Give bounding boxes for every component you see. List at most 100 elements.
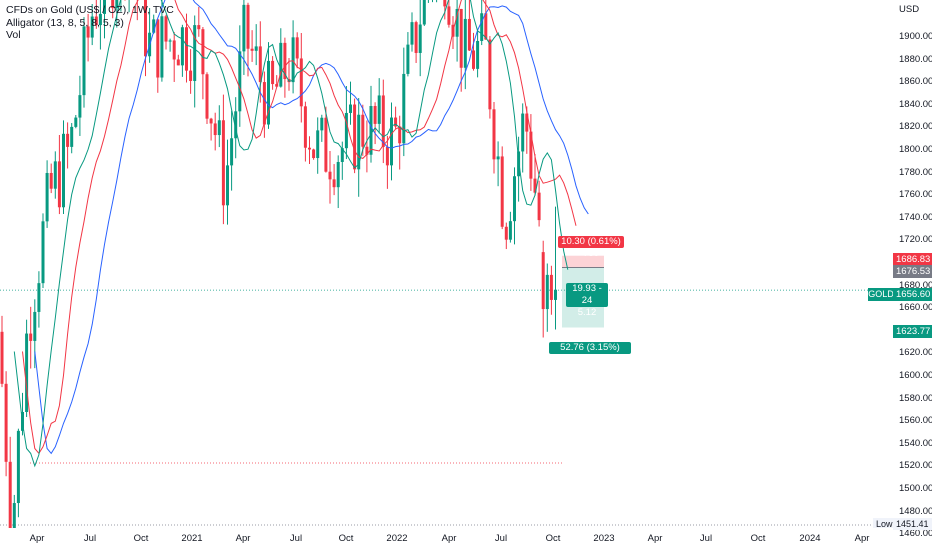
legend-title[interactable]: CFDs on Gold (US$ / OZ), 1W, TVC [6, 4, 174, 16]
price-tick: 1520.00 [899, 460, 932, 472]
candle-body [152, 19, 156, 33]
candle-body [508, 221, 512, 240]
price-tick: 1500.00 [899, 483, 932, 494]
time-axis[interactable]: Apr Jul Oct 2021 Apr Jul Oct 2022 Apr Jul Oct 2023 A… [0, 528, 893, 550]
candle-body [197, 25, 201, 30]
candle-body [299, 58, 303, 107]
price-tick: 1540.00 [899, 437, 932, 449]
time-tick: Oct [750, 533, 766, 544]
candle-body [361, 114, 365, 147]
stop-loss-label: 10.30 (0.61%) 750 [558, 236, 624, 259]
candle-body [357, 114, 361, 170]
candle-body [320, 117, 324, 131]
candle-body [238, 51, 242, 112]
candle-body [394, 117, 398, 127]
candle-body [185, 27, 188, 71]
candle-body [414, 22, 418, 53]
time-tick: 2024 [799, 533, 821, 544]
price-axis[interactable]: USD 1900.00 1880.00 1860.00 1840.00 1820.00 1… [893, 0, 932, 550]
time-tick: Apr [235, 533, 251, 544]
candle-body [324, 117, 328, 172]
time-tick: 2023 [593, 533, 615, 544]
price-tick: 1900.00 [899, 31, 932, 42]
legend-volume[interactable]: Vol [6, 29, 21, 41]
candle-body [115, 0, 119, 9]
price-tick: 1580.00 [899, 392, 932, 404]
risk-reward-label: 19.93 - 24 5.12 [566, 283, 608, 318]
price-tick: 1480.00 [899, 505, 932, 517]
candle-body [37, 283, 41, 312]
time-tick: Oct [545, 533, 561, 544]
candle-body [86, 26, 90, 38]
price-tick: 1620.00 [899, 347, 932, 359]
risk-reward-line2: 5.12 [577, 307, 597, 318]
candle-body [365, 146, 369, 155]
time-tick: 2022 [386, 533, 408, 544]
candle-body [193, 25, 197, 81]
candle-body [291, 37, 295, 83]
price-tick: 1600.00 [899, 370, 932, 381]
candle-body [267, 60, 270, 125]
candle-body [554, 289, 557, 300]
chart-pane[interactable]: CFDs on Gold (US$ / OZ), 1W, TVC Alligat… [0, 0, 893, 528]
candle-body [500, 156, 504, 227]
candle-body [336, 161, 340, 188]
stop-zone [562, 255, 604, 268]
candle-body [49, 172, 53, 189]
candle-body [504, 226, 508, 240]
candle-body [545, 274, 549, 310]
price-tick: 1780.00 [899, 166, 932, 178]
time-tick: Jul [494, 533, 508, 544]
current-price-label: 1656.60 [893, 288, 932, 301]
candle-body [283, 42, 287, 80]
candle-body [209, 118, 213, 124]
candle-body [57, 161, 61, 208]
candle-body [0, 331, 4, 384]
candle-body [549, 274, 553, 300]
target-price-label: 1623.77 [893, 325, 932, 338]
price-tick: 1800.00 [899, 144, 932, 155]
candle-body [398, 126, 402, 144]
legend: CFDs on Gold (US$ / OZ), 1W, TVC Alligat… [6, 4, 174, 42]
candle-body [467, 18, 471, 51]
candle-body [33, 311, 37, 341]
candle-body [16, 430, 20, 504]
candle-body [221, 120, 225, 206]
candle-body [258, 46, 262, 83]
price-tick: 1680.00 [899, 279, 932, 291]
candle-body [160, 16, 164, 78]
candle-body [529, 131, 533, 179]
candle-body [103, 0, 106, 14]
candle-body [340, 148, 344, 162]
candle-body [541, 252, 545, 310]
candle-body [242, 4, 246, 52]
candle-body [406, 44, 410, 74]
candle-body [45, 172, 49, 222]
candle-body [390, 117, 393, 166]
candle-body [480, 13, 484, 41]
candle-body [176, 59, 180, 66]
candle-body [254, 46, 258, 51]
candle-body [410, 22, 414, 45]
candle-body [484, 13, 488, 40]
candle-body [53, 161, 57, 189]
candle-body [476, 40, 480, 69]
candle-body [279, 42, 283, 87]
chart-canvas[interactable] [0, 0, 893, 528]
candle-body [472, 50, 475, 69]
candle-body [164, 16, 168, 42]
stop-price-label: 1686.83 [893, 253, 932, 266]
candle-body [496, 156, 500, 160]
candle-body [74, 117, 78, 127]
candle-body [90, 16, 94, 38]
candle-body [172, 40, 176, 60]
candle-body [308, 147, 311, 150]
price-tick: 1860.00 [899, 76, 932, 88]
legend-indicator[interactable]: Alligator (13, 8, 5, 8, 5, 3) [6, 16, 124, 29]
candle-body [332, 179, 336, 188]
candle-body [12, 503, 16, 528]
alligator-teeth-line [22, 0, 577, 455]
risk-reward-line1: 19.93 - 24 [572, 283, 602, 306]
time-tick: Apr [647, 533, 663, 544]
